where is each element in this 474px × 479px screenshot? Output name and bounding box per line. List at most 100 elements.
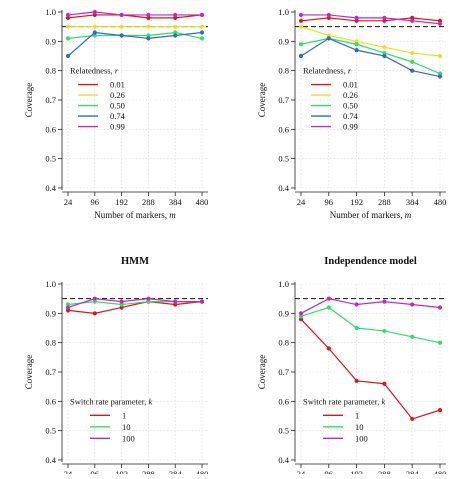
x-tick-label: 192 <box>350 197 363 207</box>
data-point <box>326 15 331 20</box>
x-tick-label: 96 <box>325 469 334 474</box>
y-tick-label: 0.7 <box>278 95 289 105</box>
data-point <box>382 15 387 20</box>
data-point <box>65 302 71 307</box>
x-tick-label: 480 <box>196 197 209 207</box>
data-point <box>354 18 359 23</box>
data-point <box>326 33 331 38</box>
y-tick-label: 0.5 <box>45 426 56 436</box>
data-point <box>298 24 304 29</box>
data-point <box>410 68 415 73</box>
series-line-0.26 <box>300 26 441 57</box>
data-point <box>92 311 97 316</box>
x-tick-label: 24 <box>64 469 73 474</box>
y-tick-label: 1.0 <box>45 7 56 17</box>
data-point <box>298 317 304 322</box>
data-point <box>326 346 331 351</box>
y-tick-label: 1.0 <box>278 7 289 17</box>
data-point <box>382 18 387 23</box>
data-point <box>298 311 304 316</box>
data-point <box>119 299 124 304</box>
data-point <box>146 12 151 18</box>
x-axis-label: Number of markers, m <box>330 210 412 220</box>
data-point <box>65 15 71 20</box>
x-tick-label: 192 <box>115 469 128 474</box>
x-tick-label: 384 <box>169 197 183 207</box>
data-point <box>92 24 97 29</box>
data-point <box>92 296 97 301</box>
series-line-100 <box>67 298 202 309</box>
data-point <box>92 12 97 18</box>
x-tick-label: 96 <box>325 197 334 207</box>
data-point <box>326 296 331 301</box>
data-point <box>354 325 359 331</box>
data-point <box>326 36 331 41</box>
x-tick-label: 24 <box>297 469 306 474</box>
chart-title: Independence model <box>324 256 417 267</box>
y-tick-label: 0.7 <box>45 367 56 377</box>
y-axis-label: Coverage <box>257 83 267 117</box>
data-point <box>92 9 97 15</box>
data-point <box>65 12 71 18</box>
y-axis-label: Coverage <box>257 355 267 389</box>
data-point <box>146 15 151 20</box>
data-point <box>119 33 124 38</box>
series-line-0.99 <box>67 11 202 16</box>
data-point <box>354 302 359 307</box>
y-tick-label: 0.4 <box>45 455 56 465</box>
chart-title: HMM <box>121 256 149 267</box>
legend-entry: 10 <box>355 422 364 432</box>
data-point <box>173 299 178 304</box>
series-line-1 <box>67 300 203 314</box>
x-tick-label: 384 <box>406 197 420 207</box>
data-point <box>298 12 304 18</box>
x-tick-label: 480 <box>434 469 447 474</box>
x-tick-label: 384 <box>169 469 183 474</box>
x-tick-label: 384 <box>406 469 420 474</box>
data-point <box>92 299 97 304</box>
legend-title: Switch rate parameter, k <box>303 396 385 406</box>
x-tick-label: 288 <box>142 469 155 474</box>
data-point <box>437 18 443 23</box>
legend-entry: 0.99 <box>110 122 125 132</box>
data-point <box>173 302 178 307</box>
y-tick-label: 0.8 <box>278 338 289 348</box>
x-axis-label: Number of markers, m <box>94 210 176 220</box>
x-tick-label: 480 <box>434 197 447 207</box>
chart-panel-top-left: 0.4 0.5 0.6 0.7 0.8 0.9 1.0 24 96 192 288 384 480 Cov… <box>24 7 208 220</box>
data-point <box>410 416 415 422</box>
data-point <box>65 308 71 313</box>
x-tick-label: 288 <box>378 197 391 207</box>
y-tick-label: 0.9 <box>278 308 289 318</box>
data-point <box>298 53 304 59</box>
series-line-1 <box>300 318 441 420</box>
data-point <box>199 299 205 304</box>
y-axis-label: Coverage <box>24 83 34 117</box>
data-point <box>173 15 178 20</box>
data-point <box>437 21 443 26</box>
data-point <box>354 378 359 383</box>
x-tick-label: 192 <box>350 469 363 474</box>
data-point <box>410 302 415 307</box>
y-tick-label: 0.6 <box>45 124 56 134</box>
data-point <box>326 305 331 310</box>
data-point <box>92 30 97 35</box>
legend-entry: 100 <box>355 433 368 443</box>
y-tick-label: 0.7 <box>278 367 289 377</box>
data-point <box>382 381 387 386</box>
chart-panel-bottom-left: 0.4 0.5 0.6 0.7 0.8 0.9 1.0 24 96 192 288 384 480 Cov… <box>24 256 208 479</box>
y-tick-label: 0.7 <box>45 95 56 105</box>
y-tick-label: 0.9 <box>45 308 56 318</box>
data-point <box>65 24 71 29</box>
data-point <box>382 45 387 50</box>
data-point <box>146 299 151 304</box>
x-tick-label: 288 <box>142 197 155 207</box>
legend-entry: 10 <box>122 422 131 432</box>
data-point <box>298 18 304 23</box>
legend-entry: 100 <box>122 433 135 443</box>
data-point <box>173 12 178 18</box>
data-point <box>119 12 124 18</box>
data-point <box>119 305 124 310</box>
data-point <box>437 71 443 76</box>
